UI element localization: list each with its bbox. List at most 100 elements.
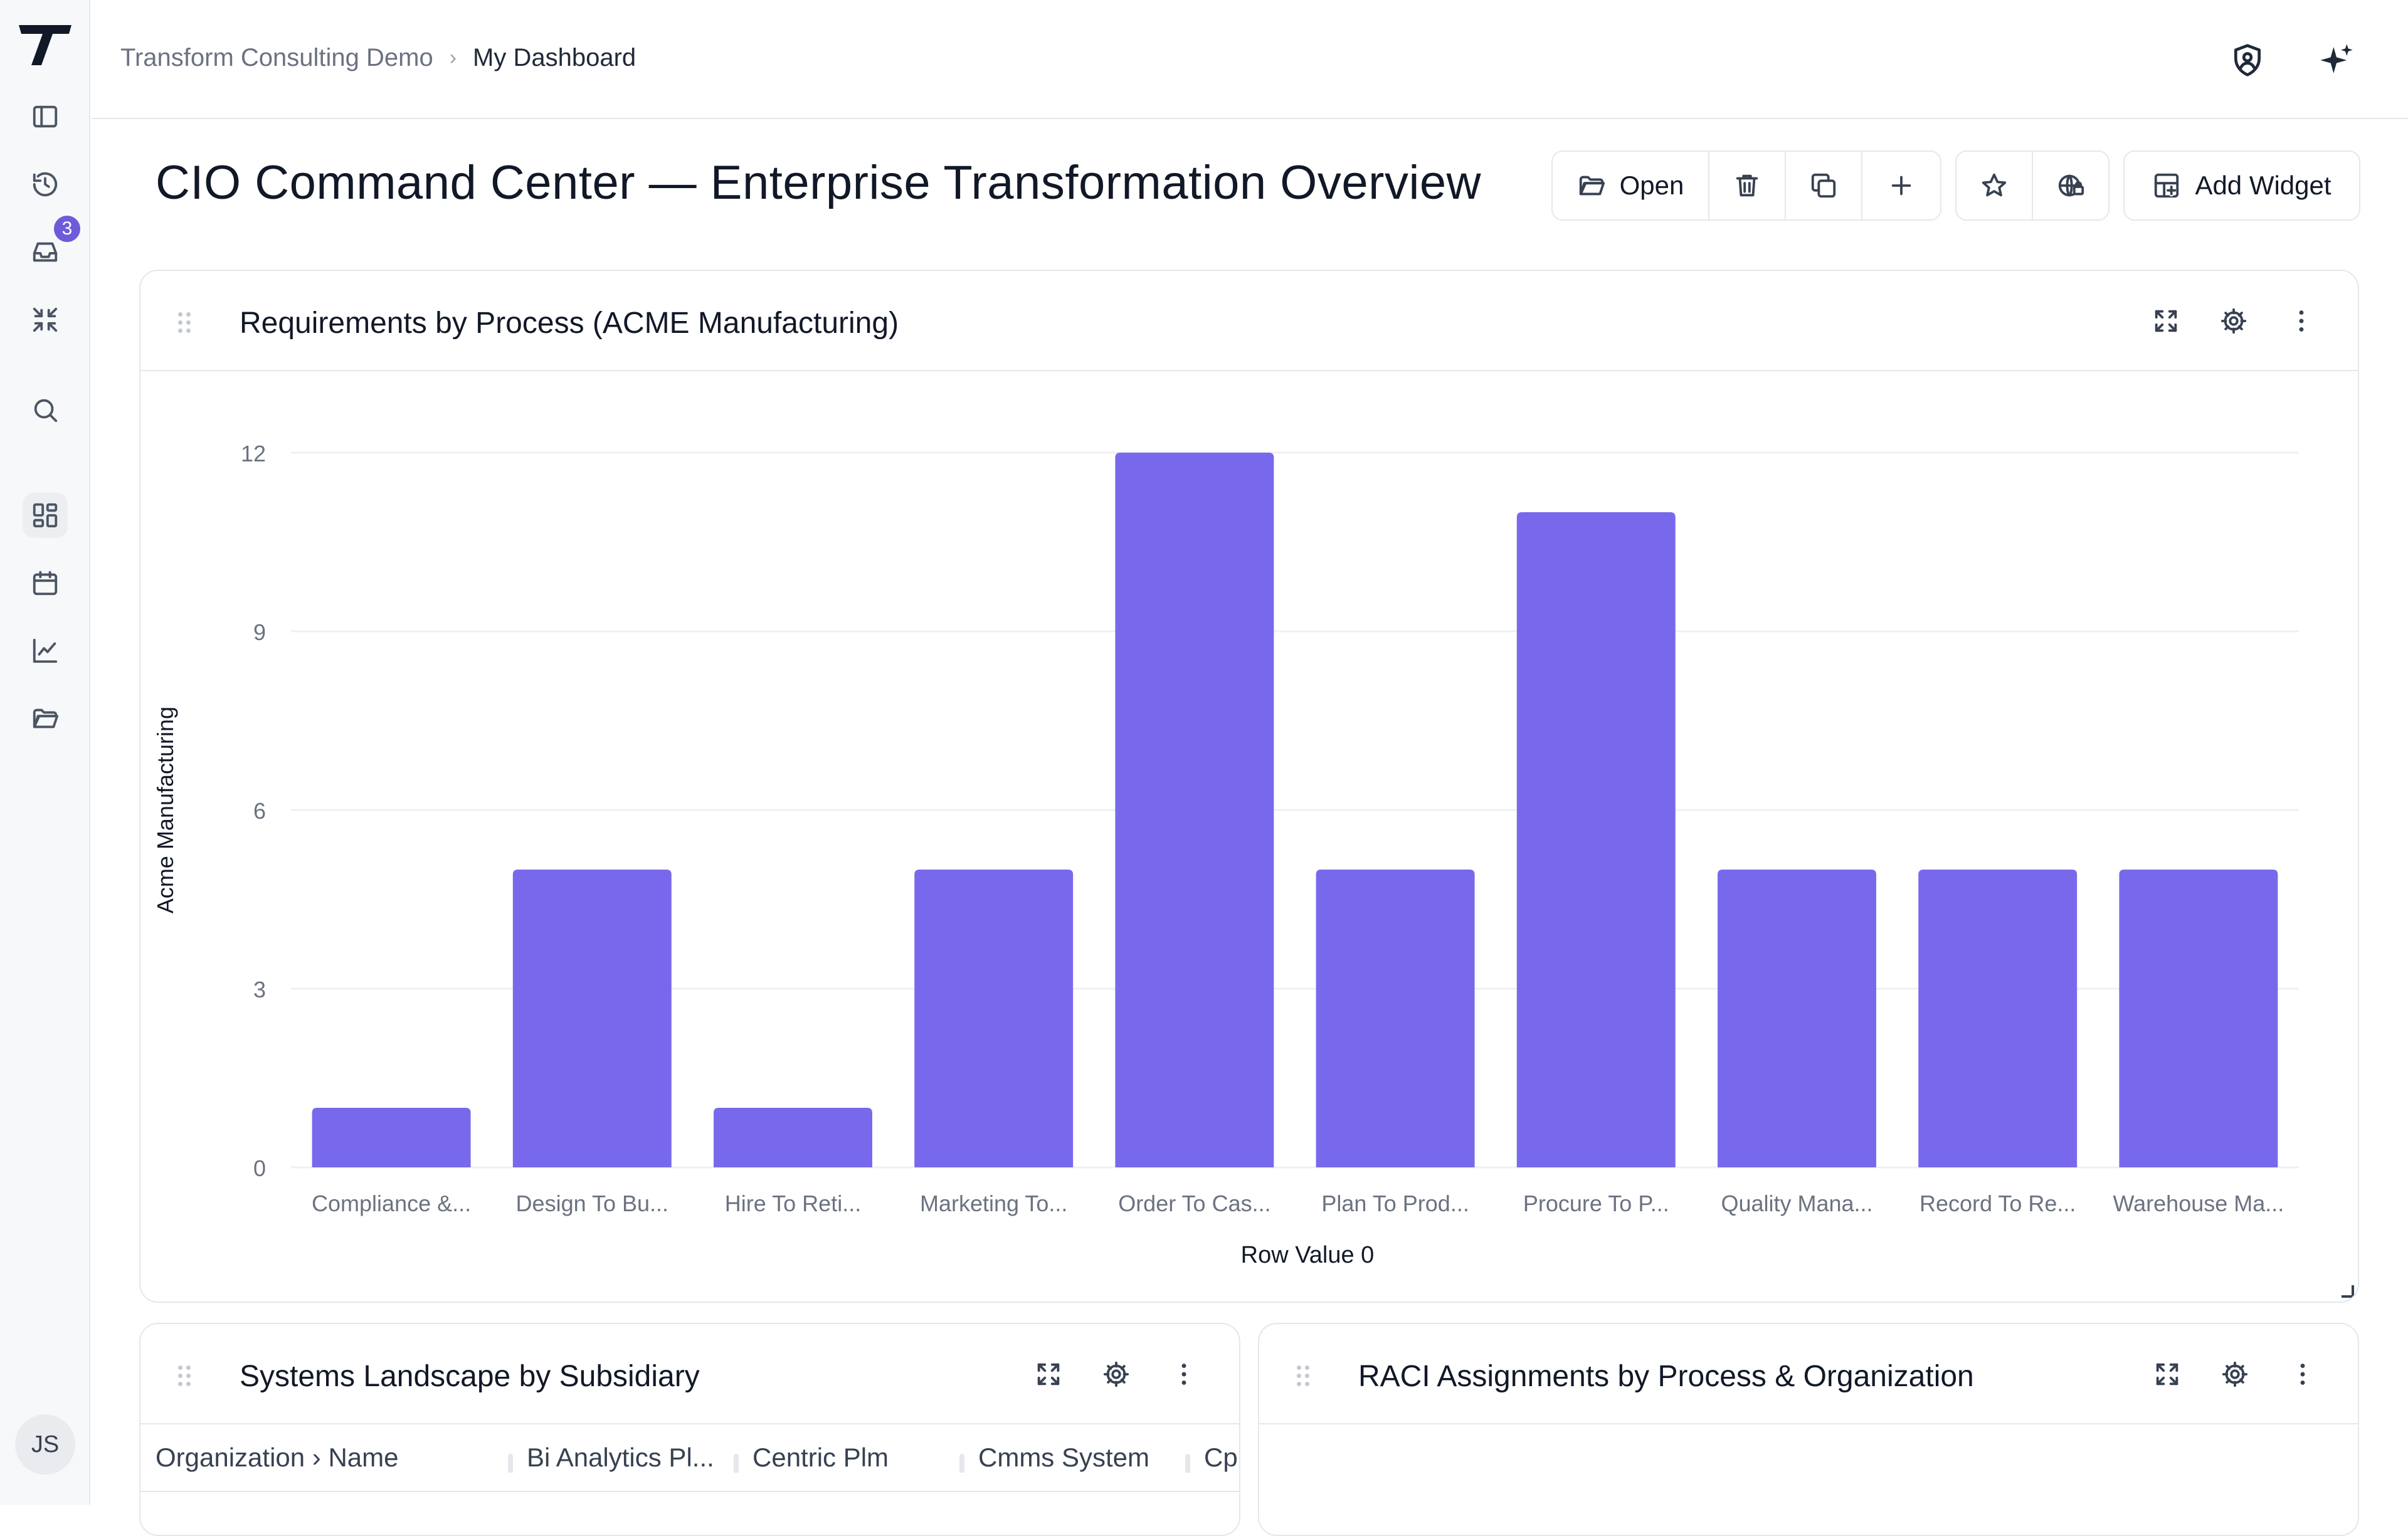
analytics-icon[interactable] xyxy=(23,628,68,673)
widget-title: Systems Landscape by Subsidiary xyxy=(240,1360,700,1393)
star-icon xyxy=(1982,173,2007,197)
collapse-icon[interactable] xyxy=(23,297,68,342)
trash-icon xyxy=(1736,174,1758,197)
column-header-label: Bi Analytics Pl... xyxy=(527,1443,714,1472)
widget-requirements-by-process: Requirements by Process (ACME Manufactur… xyxy=(139,270,2359,1303)
add-widget-label: Add Widget xyxy=(2195,171,2331,200)
dashboards-icon[interactable] xyxy=(23,493,68,538)
column-header-cp[interactable]: Cp xyxy=(1185,1443,1239,1473)
settings-gear-icon[interactable] xyxy=(2215,302,2252,340)
x-tick-label: Plan To Prod... xyxy=(1321,1191,1469,1216)
breadcrumb-page: My Dashboard xyxy=(473,44,636,71)
copy-icon xyxy=(1811,173,1836,198)
settings-gear-icon[interactable] xyxy=(2216,1355,2254,1393)
y-tick-label: 3 xyxy=(253,977,266,1002)
widget-systems-landscape: Systems Landscape by Subsidiary Organiza… xyxy=(139,1323,1240,1536)
x-tick-label: Design To Bu... xyxy=(516,1191,668,1216)
app-logo-icon[interactable] xyxy=(16,19,74,69)
column-header-bi-analytics[interactable]: Bi Analytics Pl... xyxy=(508,1443,732,1473)
column-header-cmms-system[interactable]: Cmms System xyxy=(959,1443,1184,1473)
share-button[interactable] xyxy=(2033,152,2108,219)
bar xyxy=(1115,453,1274,1167)
bar-chart: 0 3 6 9 12 Compliance &... Design To Bu... Hire… xyxy=(152,441,2299,1268)
expand-icon[interactable] xyxy=(1030,1355,1067,1393)
widget-header: RACI Assignments by Process & Organizati… xyxy=(1259,1324,2358,1424)
widget-title: Requirements by Process (ACME Manufactur… xyxy=(240,307,899,340)
more-vertical-icon[interactable] xyxy=(2283,302,2320,340)
bar xyxy=(1718,870,1876,1167)
sidebar-rail: 3 JS xyxy=(0,0,90,1505)
bar xyxy=(2119,870,2278,1167)
y-tick-label: 6 xyxy=(253,798,266,824)
table-header-row: Organization › Name Bi Analytics Pl... C… xyxy=(140,1424,1239,1492)
y-tick-label: 9 xyxy=(253,619,266,645)
expand-icon[interactable] xyxy=(2148,1355,2186,1393)
bar xyxy=(512,870,672,1167)
favorite-button[interactable] xyxy=(1956,152,2033,219)
add-widget-group: Add Widget xyxy=(2123,150,2360,221)
widget-header: Systems Landscape by Subsidiary xyxy=(140,1324,1239,1424)
folder-open-icon xyxy=(1579,176,1605,196)
open-button-label: Open xyxy=(1619,171,1684,200)
y-axis-label: Acme Manufacturing xyxy=(152,707,178,913)
x-tick-label: Compliance &... xyxy=(312,1191,471,1216)
x-tick-label: Order To Cas... xyxy=(1118,1191,1270,1216)
drag-handle-icon[interactable] xyxy=(178,1365,192,1387)
notification-badge: 3 xyxy=(51,213,83,245)
chevron-right-icon: › xyxy=(449,46,457,70)
drag-handle-icon[interactable] xyxy=(178,312,192,334)
page-title: CIO Command Center — Enterprise Transfor… xyxy=(156,156,1481,209)
add-widget-icon xyxy=(2155,173,2179,198)
calendar-icon[interactable] xyxy=(23,560,68,606)
x-tick-label: Procure To P... xyxy=(1523,1191,1669,1216)
x-axis-label: Row Value 0 xyxy=(1241,1242,1375,1268)
x-tick-label: Hire To Reti... xyxy=(725,1191,861,1216)
widget-title: RACI Assignments by Process & Organizati… xyxy=(1358,1360,1974,1393)
x-tick-label: Quality Mana... xyxy=(1721,1191,1872,1216)
plus-icon xyxy=(1891,176,1911,196)
sparkles-icon[interactable] xyxy=(2313,36,2360,84)
add-widget-button[interactable]: Add Widget xyxy=(2125,152,2359,219)
settings-gear-icon[interactable] xyxy=(1097,1355,1135,1393)
breadcrumb-org[interactable]: Transform Consulting Demo xyxy=(120,44,433,71)
bar xyxy=(1516,512,1676,1167)
inbox-icon[interactable] xyxy=(23,229,68,275)
favorite-share-group xyxy=(1955,150,2110,221)
bar xyxy=(312,1108,471,1167)
duplicate-button[interactable] xyxy=(1786,152,1862,219)
user-avatar[interactable]: JS xyxy=(15,1414,75,1475)
column-header-label: Cp xyxy=(1204,1443,1238,1472)
y-tick-label: 12 xyxy=(241,441,266,466)
more-vertical-icon[interactable] xyxy=(1165,1355,1203,1393)
column-header-centric-plm[interactable]: Centric Plm xyxy=(734,1443,958,1473)
new-dashboard-button[interactable] xyxy=(1862,152,1940,219)
resize-handle-icon[interactable] xyxy=(2338,1281,2354,1298)
globe-lock-icon xyxy=(2058,174,2084,197)
user-shield-icon[interactable] xyxy=(2224,36,2271,84)
y-tick-label: 0 xyxy=(253,1155,266,1181)
breadcrumb: Transform Consulting Demo › My Dashboard xyxy=(120,44,636,72)
bar xyxy=(914,870,1074,1167)
folder-icon[interactable] xyxy=(23,696,68,741)
widget-header: Requirements by Process (ACME Manufactur… xyxy=(140,271,2358,371)
bar xyxy=(1316,870,1475,1167)
history-icon[interactable] xyxy=(23,162,68,207)
toggle-sidebar-icon[interactable] xyxy=(23,94,68,139)
expand-icon[interactable] xyxy=(2147,302,2185,340)
search-icon[interactable] xyxy=(23,387,68,433)
bar xyxy=(714,1108,872,1167)
more-vertical-icon[interactable] xyxy=(2284,1355,2321,1393)
x-tick-label: Warehouse Ma... xyxy=(2113,1191,2284,1216)
bar xyxy=(1918,870,2078,1167)
drag-handle-icon[interactable] xyxy=(1297,1365,1311,1387)
top-header: Transform Consulting Demo › My Dashboard xyxy=(92,0,2408,119)
widget-raci-assignments: RACI Assignments by Process & Organizati… xyxy=(1258,1323,2359,1536)
x-tick-label: Marketing To... xyxy=(920,1191,1067,1216)
column-header-label: Cmms System xyxy=(978,1443,1149,1472)
delete-button[interactable] xyxy=(1709,152,1786,219)
open-button[interactable]: Open xyxy=(1553,152,1709,219)
column-header-organization-name[interactable]: Organization › Name xyxy=(156,1443,507,1473)
dashboard-actions-group: Open xyxy=(1551,150,1941,221)
column-header-label: Organization › Name xyxy=(156,1443,399,1472)
x-tick-label: Record To Re... xyxy=(1920,1191,2076,1216)
